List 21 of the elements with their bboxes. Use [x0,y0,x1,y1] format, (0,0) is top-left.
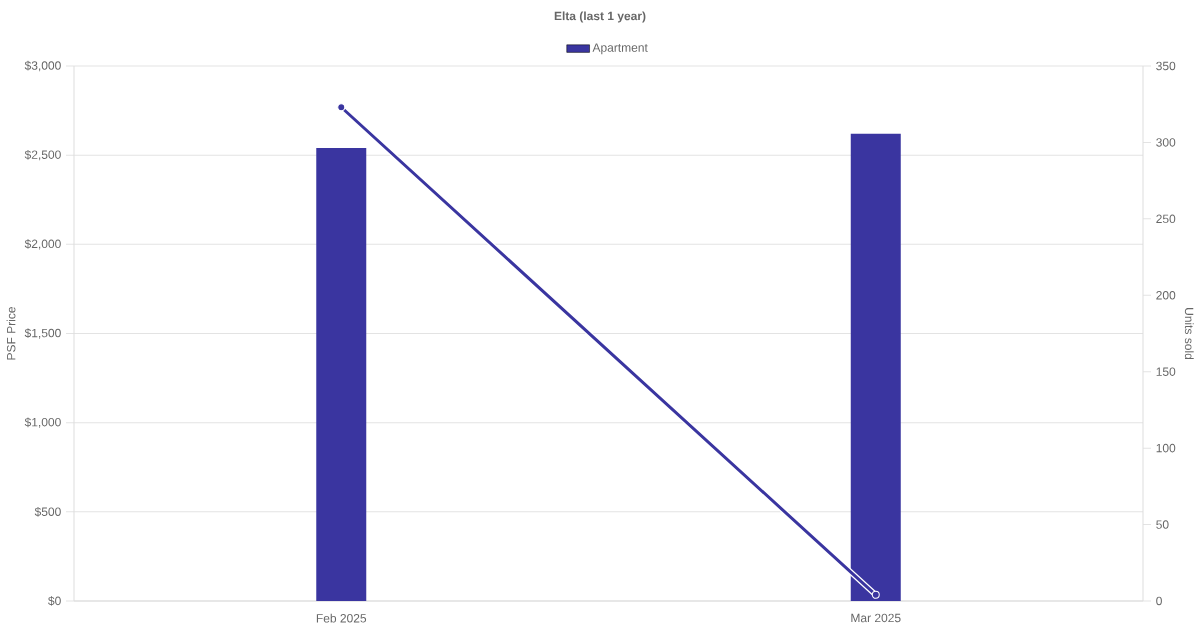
y2-tick-label: 200 [1156,291,1176,300]
y-tick-label: $2,500 [24,149,61,161]
y2-tick-label: 50 [1156,520,1169,529]
y2-tick-label: 250 [1156,214,1176,224]
legend-label: Apartment [592,43,648,55]
y-tick-label: $1,500 [24,328,61,339]
x-tick-label: Feb 2025 [316,613,367,623]
y-tick-label: $2,000 [24,239,61,250]
y-tick-label: $3,000 [24,60,61,72]
y-tick-label: $500 [34,506,61,517]
y2-tick-label: 350 [1156,61,1176,71]
y-axis-title: PSF Price [6,307,16,360]
y2-axis-title: Units sold [1184,308,1194,360]
y-tick-label: $0 [48,596,61,606]
y-tick-label: $1,000 [24,417,61,428]
chart-title: Elta (last 1 year) [554,11,646,23]
x-tick-label: Mar 2025 [851,613,901,623]
y2-tick-label: 150 [1156,367,1176,376]
y2-tick-label: 300 [1156,138,1176,147]
y2-tick-label: 100 [1156,443,1176,453]
y2-tick-label: 0 [1156,596,1162,606]
